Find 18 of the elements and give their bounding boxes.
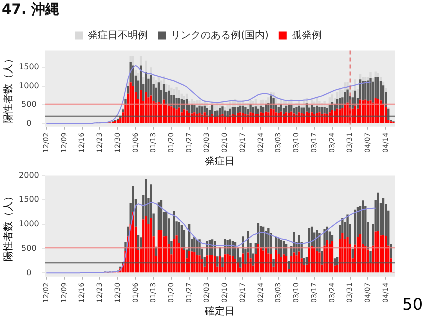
- y-tick-label: 1500: [19, 62, 40, 72]
- y-tick-label: 2000: [19, 170, 40, 180]
- y-tick-label: 500: [22, 100, 37, 110]
- y-tick-label: 1500: [19, 195, 40, 204]
- legend-label: リンクのある例(国内): [171, 29, 269, 42]
- x-axis-title: 発症日: [205, 156, 236, 168]
- y-tick-label: 0: [26, 268, 32, 278]
- legend-label: 孤発例: [292, 29, 322, 42]
- y-tick-label: 500: [22, 244, 37, 253]
- y-axis-title: 陽性者数（人）: [2, 191, 15, 262]
- y-tick-label: 1000: [19, 81, 40, 90]
- y-tick-label: 0: [26, 118, 32, 128]
- legend-label: 発症日不明例: [88, 29, 148, 42]
- chart-title: 47. 沖縄: [2, 2, 60, 18]
- text: 50: [402, 295, 423, 314]
- y-tick-label: 1000: [19, 220, 40, 229]
- x-axis-title: 確定日: [204, 306, 236, 318]
- y-axis-title: 陽性者数（人）: [2, 54, 15, 124]
